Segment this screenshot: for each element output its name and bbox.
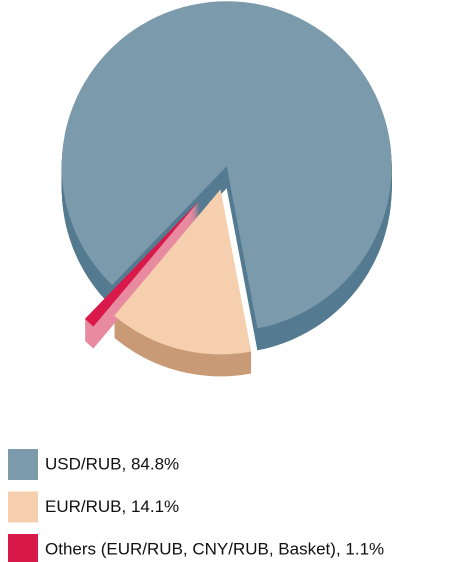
slice [114,189,252,355]
legend-label: USD/RUB, 84.8% [45,454,179,473]
legend-swatch [8,449,38,480]
slice [84,200,200,327]
legend-swatch [8,534,38,562]
legend-swatch [8,491,38,523]
legend-label: EUR/RUB, 14.1% [45,497,179,516]
legend-label: Others (EUR/RUB, CNY/RUB, Basket), 1.1% [45,539,384,558]
slice [61,1,392,329]
